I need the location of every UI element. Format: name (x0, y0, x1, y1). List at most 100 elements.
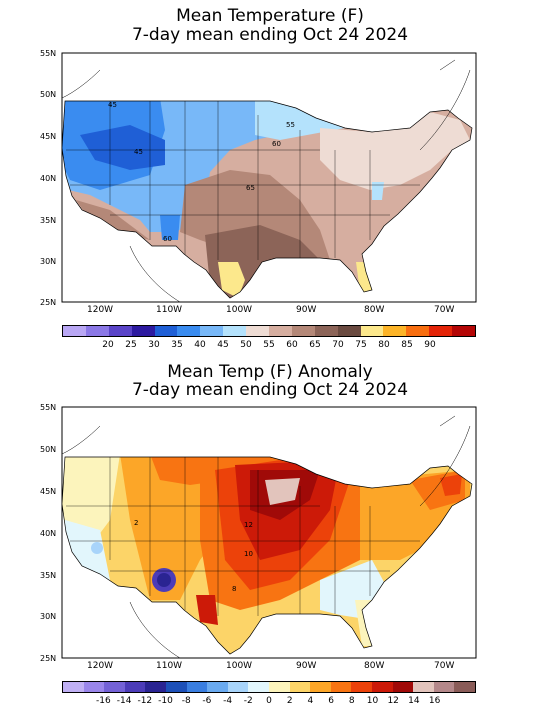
colorbar-swatch (289, 682, 311, 692)
map-title-line2: 7-day mean ending Oct 24 2024 (131, 25, 409, 45)
lat-label: 40N (40, 174, 57, 183)
colorbar-swatch (63, 326, 86, 336)
contour-label: 55 (286, 121, 295, 129)
colorbar-tick-label: 16 (428, 696, 441, 706)
colorbar-tick-label: -4 (223, 696, 233, 706)
colorbar-swatch (454, 682, 475, 692)
colorbar-tick-label: 25 (125, 340, 137, 350)
colorbar-tick-label: 0 (266, 696, 272, 706)
anomaly-contour-label: 12 (244, 521, 253, 529)
colorbar-swatch (200, 326, 224, 336)
colorbar-swatch (314, 326, 338, 336)
colorbar-swatch (177, 326, 201, 336)
colorbar-tick-label: -14 (116, 696, 132, 706)
temperature-colorbar (62, 325, 476, 337)
anomaly-contour-label: 8 (232, 585, 236, 593)
colorbar-swatch (371, 682, 393, 692)
lon-label: 80W (364, 305, 385, 315)
map-title-line1: Mean Temperature (F) (176, 6, 364, 26)
colorbar-swatch (360, 326, 384, 336)
colorbar-tick-label: -10 (158, 696, 173, 706)
anomaly-title-line1: Mean Temp (F) Anomaly (167, 362, 373, 382)
colorbar-swatch (429, 326, 453, 336)
colorbar-swatch (268, 682, 290, 692)
colorbar-swatch (165, 682, 187, 692)
colorbar-swatch (413, 682, 434, 692)
anomaly-contour-label: 10 (244, 550, 253, 558)
colorbar-swatch (337, 326, 361, 336)
lat-label: 25N (40, 654, 57, 663)
contour-label: 60 (272, 140, 281, 148)
lat-label: 55N (40, 49, 57, 58)
colorbar-tick-label: 10 (366, 696, 379, 706)
lat-label: 50N (40, 445, 57, 454)
lat-label: 25N (40, 298, 57, 307)
colorbar-swatch (310, 682, 331, 692)
colorbar-tick-label: 35 (171, 340, 183, 350)
colorbar-tick-label: 70 (332, 340, 344, 350)
lat-label: 50N (40, 90, 57, 99)
colorbar-swatch (186, 682, 208, 692)
lon-label: 100W (226, 305, 253, 315)
colorbar-swatch (108, 326, 132, 336)
colorbar-swatch (269, 326, 292, 336)
colorbar-tick-label: 45 (217, 340, 229, 350)
colorbar-swatch (392, 682, 414, 692)
colorbar-tick-label: 20 (102, 340, 114, 350)
colorbar-tick-label: -12 (137, 696, 153, 706)
colorbar-tick-label: -6 (202, 696, 212, 706)
colorbar-tick-label: 4 (307, 696, 314, 706)
contour-label: 45 (108, 101, 117, 109)
lon-label: 70W (434, 305, 455, 315)
colorbar-swatch (246, 326, 270, 336)
lat-label: 40N (40, 529, 57, 538)
colorbar-tick-label: 80 (378, 340, 390, 350)
colorbar-tick-label: 65 (309, 340, 321, 350)
lat-label: 35N (40, 216, 57, 225)
lon-label: 120W (87, 661, 114, 671)
lon-label: 90W (296, 305, 317, 315)
lat-label: 45N (40, 487, 57, 496)
lat-label: 35N (40, 571, 57, 580)
colorbar-tick-label: 50 (240, 340, 252, 350)
lat-label: 45N (40, 132, 57, 141)
colorbar-tick-label: 75 (355, 340, 367, 350)
colorbar-swatch (406, 326, 430, 336)
colorbar-swatch (452, 326, 476, 336)
colorbar-swatch (351, 682, 372, 692)
colorbar-tick-label: 30 (148, 340, 160, 350)
colorbar-tick-label: -2 (243, 696, 253, 706)
contour-label: 45 (134, 148, 143, 156)
colorbar-tick-label: 12 (387, 696, 399, 706)
lon-label: 100W (226, 661, 253, 671)
colorbar-swatch (85, 326, 109, 336)
lon-label: 120W (87, 305, 114, 315)
temperature-colorbar-ticks: 20 25 30 35 40 45 50 55 60 65 70 75 80 85 90 (0, 340, 540, 352)
colorbar-swatch (154, 326, 178, 336)
colorbar-swatch (131, 326, 155, 336)
anomaly-colorbar (62, 681, 476, 693)
colorbar-tick-label: 14 (408, 696, 420, 706)
anomaly-contour-label: 2 (134, 519, 138, 527)
colorbar-swatch (83, 682, 105, 692)
lat-label: 30N (40, 612, 57, 621)
colorbar-swatch (124, 682, 146, 692)
colorbar-swatch (207, 682, 228, 692)
colorbar-swatch (383, 326, 407, 336)
lon-label: 70W (434, 661, 455, 671)
colorbar-tick-label: 90 (424, 340, 436, 350)
anomaly-colorbar-ticks: -16 -14 -12 -10 -8 -6 -4 -2 0 2 4 6 8 10 12 14 16 (0, 696, 540, 708)
colorbar-tick-label: 2 (286, 696, 293, 706)
colorbar-swatch (291, 326, 315, 336)
lon-label: 90W (296, 661, 317, 671)
anomaly-title-line2: 7-day mean ending Oct 24 2024 (131, 380, 409, 400)
contour-label: 65 (246, 184, 255, 192)
lat-label: 30N (40, 257, 57, 266)
colorbar-tick-label: -8 (181, 696, 191, 706)
colorbar-swatch (104, 682, 125, 692)
colorbar-swatch (248, 682, 269, 692)
colorbar-swatch (145, 682, 166, 692)
colorbar-swatch (433, 682, 455, 692)
temperature-map: 45 45 55 60 65 60 (61, 52, 477, 303)
colorbar-swatch (330, 682, 352, 692)
